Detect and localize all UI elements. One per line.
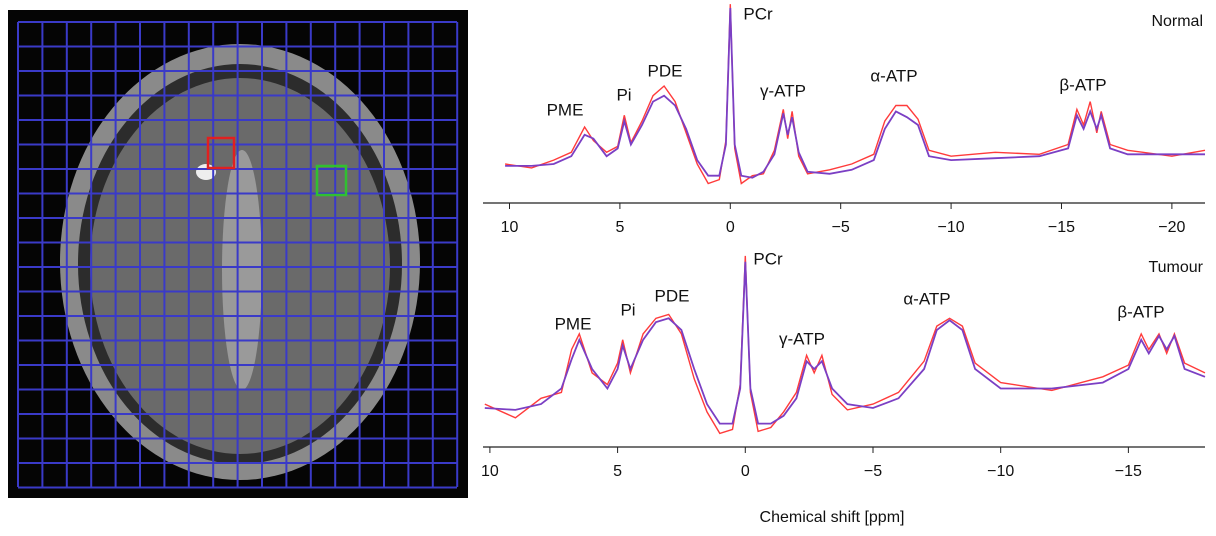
peak-label: β-ATP bbox=[1117, 302, 1164, 321]
peak-label: γ-ATP bbox=[779, 329, 825, 348]
x-tick-label: −15 bbox=[1048, 219, 1075, 236]
spectrum-line bbox=[504, 4, 1206, 185]
x-tick-label: 10 bbox=[481, 463, 499, 480]
spectrum-line bbox=[505, 7, 1205, 179]
spectrum-line bbox=[484, 261, 1206, 425]
x-tick-label: −20 bbox=[1158, 219, 1185, 236]
peak-label: PCr bbox=[753, 249, 783, 268]
peak-label: PDE bbox=[655, 286, 690, 305]
panel-title: Tumour bbox=[1148, 259, 1203, 276]
peak-label: β-ATP bbox=[1059, 75, 1106, 94]
peak-label: PCr bbox=[743, 4, 773, 23]
tumour-voxel bbox=[206, 136, 236, 170]
x-tick-label: −10 bbox=[938, 219, 965, 236]
peak-label: PME bbox=[555, 314, 592, 333]
x-tick-label: 10 bbox=[501, 219, 519, 236]
x-tick-label: −15 bbox=[1115, 463, 1142, 480]
normal-voxel bbox=[315, 164, 348, 197]
x-tick-label: 5 bbox=[615, 219, 624, 236]
peak-label: Pi bbox=[616, 85, 631, 104]
panel-title: Normal bbox=[1151, 13, 1203, 30]
x-tick-label: 0 bbox=[726, 219, 735, 236]
peak-label: α-ATP bbox=[903, 289, 950, 308]
x-axis-label: Chemical shift [ppm] bbox=[760, 509, 905, 526]
x-tick-label: −5 bbox=[832, 219, 850, 236]
ventricles bbox=[222, 150, 262, 390]
x-tick-label: −5 bbox=[864, 463, 882, 480]
peak-label: PME bbox=[547, 100, 584, 119]
peak-label: γ-ATP bbox=[760, 81, 806, 100]
peak-label: α-ATP bbox=[870, 66, 917, 85]
x-tick-label: 5 bbox=[613, 463, 622, 480]
peak-label: PDE bbox=[648, 61, 683, 80]
voxel-grid bbox=[17, 21, 459, 489]
peak-label: Pi bbox=[620, 300, 635, 319]
x-tick-label: 0 bbox=[741, 463, 750, 480]
x-tick-label: −10 bbox=[987, 463, 1014, 480]
spectrum-line bbox=[484, 255, 1206, 435]
